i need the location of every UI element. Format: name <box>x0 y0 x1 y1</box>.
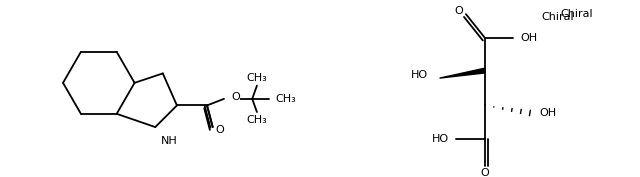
Text: NH: NH <box>161 136 178 147</box>
Text: CH₃: CH₃ <box>276 94 296 104</box>
Text: OH: OH <box>540 108 556 118</box>
Text: OH: OH <box>520 33 538 43</box>
Text: O: O <box>216 125 225 135</box>
Text: CH₃: CH₃ <box>246 115 268 125</box>
Text: Chiral: Chiral <box>561 9 593 19</box>
Text: O: O <box>232 92 240 102</box>
Text: O: O <box>454 6 463 16</box>
Text: O: O <box>481 168 489 177</box>
Text: CH₃: CH₃ <box>246 73 268 83</box>
Text: Chiral: Chiral <box>541 12 574 22</box>
Text: HO: HO <box>432 134 449 144</box>
Polygon shape <box>440 68 485 78</box>
Text: HO: HO <box>411 70 428 80</box>
